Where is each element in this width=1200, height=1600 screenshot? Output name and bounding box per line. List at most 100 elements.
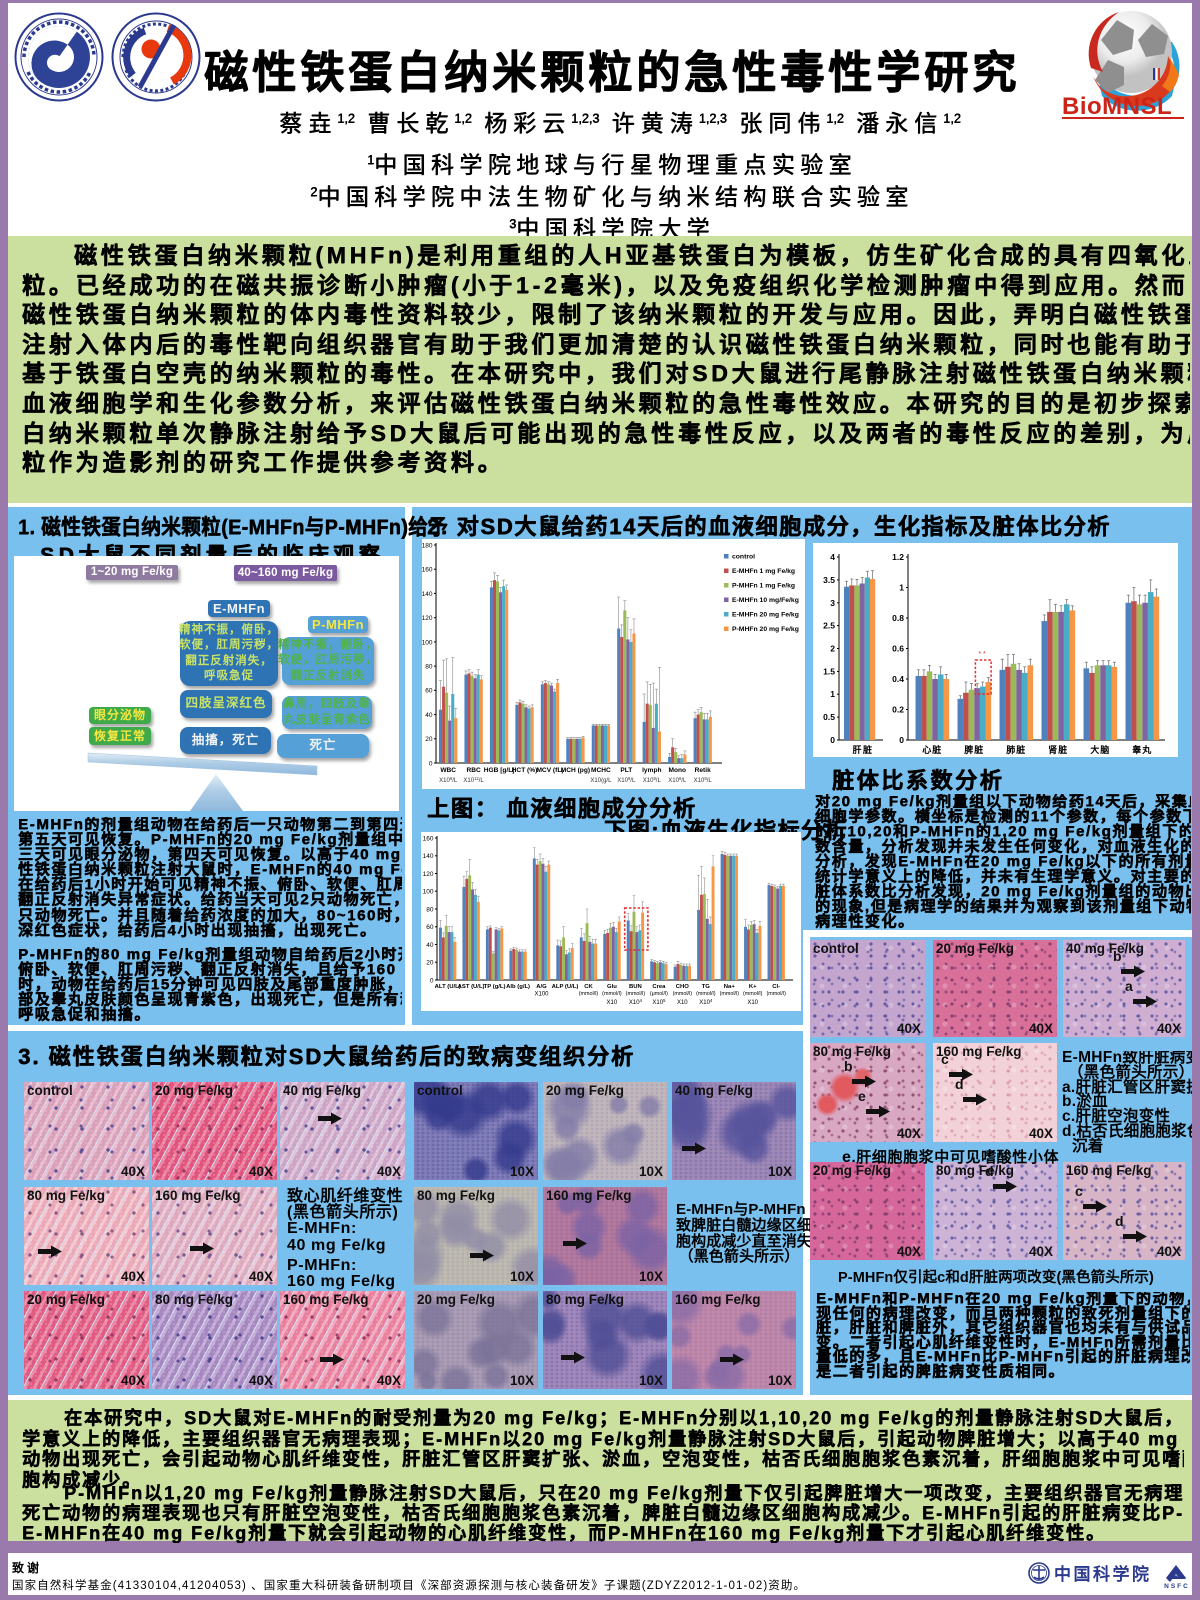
svg-text:100: 100	[422, 639, 433, 646]
svg-text:(mmol/l): (mmol/l)	[626, 991, 646, 997]
svg-text:120: 120	[423, 871, 434, 878]
svg-text:心脏: 心脏	[922, 744, 942, 755]
svg-text:Na+: Na+	[724, 984, 736, 990]
svg-text:180: 180	[422, 542, 433, 549]
svg-text:60: 60	[426, 924, 434, 931]
svg-text:HGB [g/L]: HGB [g/L]	[484, 767, 515, 774]
svg-text:X100: X100	[534, 992, 549, 998]
svg-text:140: 140	[422, 591, 433, 598]
svg-text:0.2: 0.2	[892, 705, 904, 715]
svg-text:X109/L: X109/L	[643, 776, 662, 785]
svg-text:E-MHFn 10 mg/Fe/kg: E-MHFn 10 mg/Fe/kg	[732, 597, 799, 604]
svg-text:TP (g/L): TP (g/L)	[484, 984, 506, 990]
svg-text:CK: CK	[584, 984, 593, 990]
svg-text:160: 160	[423, 835, 434, 842]
svg-text:1: 1	[830, 689, 835, 699]
svg-text:X109/L: X109/L	[617, 776, 636, 785]
svg-text:P-MHFn 1 mg Fe/kg: P-MHFn 1 mg Fe/kg	[732, 583, 795, 590]
svg-text:(mmol/l): (mmol/l)	[743, 991, 763, 997]
svg-text:Mono: Mono	[669, 767, 687, 774]
svg-text:MCV (fL): MCV (fL)	[536, 767, 563, 774]
svg-text:Retik: Retik	[695, 767, 711, 774]
svg-text:CHO: CHO	[676, 984, 690, 990]
svg-text:2.5: 2.5	[823, 621, 835, 631]
svg-text:E-MHFn 1 mg Fe/kg: E-MHFn 1 mg Fe/kg	[732, 568, 795, 575]
svg-text:WBC: WBC	[440, 767, 456, 774]
svg-text:中国科学院: 中国科学院	[1054, 1564, 1152, 1584]
svg-text:ALT (U/L): ALT (U/L)	[435, 984, 461, 990]
svg-text:X10: X10	[677, 1000, 688, 1006]
svg-text:Crea: Crea	[652, 984, 666, 990]
svg-text:P-MHFn 20 mg Fe/kg: P-MHFn 20 mg Fe/kg	[732, 626, 799, 633]
svg-text:20: 20	[425, 736, 433, 743]
svg-text:Cl-: Cl-	[772, 984, 780, 990]
svg-text:X10(g/L: X10(g/L	[590, 778, 612, 784]
svg-text:20: 20	[426, 960, 434, 967]
svg-text:140: 140	[423, 853, 434, 860]
svg-text:4: 4	[830, 552, 835, 562]
svg-text:E-MHFn 20 mg Fe/kg: E-MHFn 20 mg Fe/kg	[732, 612, 799, 619]
svg-text:1.2: 1.2	[892, 552, 904, 562]
svg-text:RBC: RBC	[466, 767, 481, 774]
svg-text:(mmol/l): (mmol/l)	[696, 991, 716, 997]
svg-text:2: 2	[830, 644, 835, 654]
svg-text:睾丸: 睾丸	[1132, 744, 1152, 755]
svg-text:ALP (U/L): ALP (U/L)	[552, 984, 579, 990]
svg-text:lymph: lymph	[642, 767, 661, 774]
svg-text:(mmol/l): (mmol/l)	[673, 991, 693, 997]
svg-text:肾脏: 肾脏	[1048, 744, 1068, 755]
svg-text:0.4: 0.4	[892, 674, 904, 684]
svg-text:(mmol/l): (mmol/l)	[720, 991, 740, 997]
svg-text:120: 120	[422, 615, 433, 622]
svg-text:大脑: 大脑	[1090, 744, 1110, 755]
svg-text:60: 60	[425, 688, 433, 695]
svg-text:control: control	[732, 554, 755, 561]
svg-text:3: 3	[830, 598, 835, 608]
svg-text:0.5: 0.5	[823, 712, 835, 722]
svg-text:* *: * *	[978, 651, 986, 658]
svg-text:X10: X10	[747, 1000, 758, 1006]
svg-text:MCH (pg): MCH (pg)	[561, 767, 590, 774]
svg-text:AST (U/L): AST (U/L)	[458, 984, 485, 990]
svg-text:(mmol/l): (mmol/l)	[602, 991, 622, 997]
svg-text:1: 1	[899, 583, 904, 593]
svg-text:40: 40	[425, 712, 433, 719]
svg-text:160: 160	[422, 567, 433, 574]
svg-text:X109/L: X109/L	[668, 776, 687, 785]
svg-text:肝脏: 肝脏	[852, 744, 873, 755]
svg-text:0.8: 0.8	[892, 613, 904, 623]
svg-text:MCHC: MCHC	[591, 767, 611, 774]
svg-text:0: 0	[899, 735, 904, 745]
svg-text:100: 100	[423, 889, 434, 896]
svg-text:40: 40	[426, 942, 434, 949]
svg-text:X109/L: X109/L	[439, 776, 458, 785]
svg-text:HCT (%): HCT (%)	[512, 767, 538, 774]
svg-text:(mmol/l): (mmol/l)	[579, 991, 599, 997]
svg-text:K+: K+	[749, 984, 757, 990]
svg-text:X104: X104	[629, 998, 643, 1007]
svg-text:X105: X105	[652, 998, 666, 1007]
svg-text:PLT: PLT	[620, 767, 632, 774]
svg-text:0: 0	[830, 735, 835, 745]
svg-text:X104: X104	[699, 998, 713, 1007]
svg-text:脾脏: 脾脏	[963, 744, 984, 755]
svg-text:80: 80	[425, 664, 433, 671]
svg-text:(mmol/l): (mmol/l)	[766, 991, 786, 997]
svg-text:0: 0	[430, 977, 434, 984]
svg-text:X10: X10	[607, 1000, 618, 1006]
svg-text:0.6: 0.6	[892, 644, 904, 654]
svg-text:X1012/L: X1012/L	[463, 776, 484, 785]
svg-text:肺脏: 肺脏	[1006, 744, 1026, 755]
svg-text:(μmol/l): (μmol/l)	[650, 991, 668, 997]
svg-text:3.5: 3.5	[823, 575, 835, 585]
svg-text:BUN: BUN	[629, 984, 642, 990]
svg-text:NSFC: NSFC	[1164, 1583, 1188, 1590]
svg-text:TG: TG	[702, 984, 711, 990]
svg-text:A/G: A/G	[536, 984, 547, 990]
svg-text:X109/L: X109/L	[694, 776, 713, 785]
svg-text:0: 0	[429, 760, 433, 767]
svg-text:80: 80	[426, 906, 434, 913]
svg-text:1.5: 1.5	[823, 666, 835, 676]
svg-text:Alb (g/L): Alb (g/L)	[506, 984, 530, 990]
svg-text:Glu: Glu	[607, 984, 617, 990]
